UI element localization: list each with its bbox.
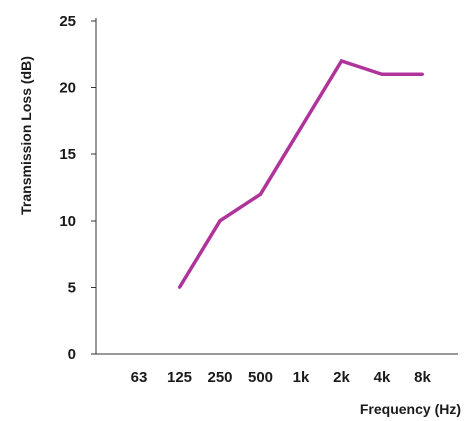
x-tick-label: 4k [374,369,391,386]
data-point [259,192,262,196]
x-axis-title: Frequency (Hz) [360,401,461,417]
y-axis-title: Transmission Loss (dB) [18,56,34,215]
axes [95,18,458,355]
x-tick-label: 125 [167,369,192,386]
data-point [178,285,181,289]
series-line [178,58,423,289]
data-point [218,219,222,223]
x-tick-label: 8k [414,369,431,386]
x-tick-label: 1k [293,369,310,386]
y-tick-label: 0 [68,346,76,363]
y-tick-label: 15 [59,146,76,163]
data-point [380,72,384,76]
x-tick-label: 500 [248,369,273,386]
data-point [299,126,303,130]
data-point [421,72,424,76]
x-axis-ticks: 63 125 250 500 1k 2k 4k 8k [131,369,432,386]
y-tick-label: 5 [68,279,76,296]
data-point [340,59,343,63]
x-tick-label: 2k [333,369,350,386]
y-axis-ticks: 0 5 10 15 20 25 [59,13,96,363]
y-tick-label: 10 [59,213,76,230]
x-tick-label: 250 [207,369,232,386]
y-tick-label: 25 [59,13,76,30]
y-tick-label: 20 [59,80,76,97]
x-tick-label: 63 [131,369,148,386]
series-layer [178,58,424,289]
